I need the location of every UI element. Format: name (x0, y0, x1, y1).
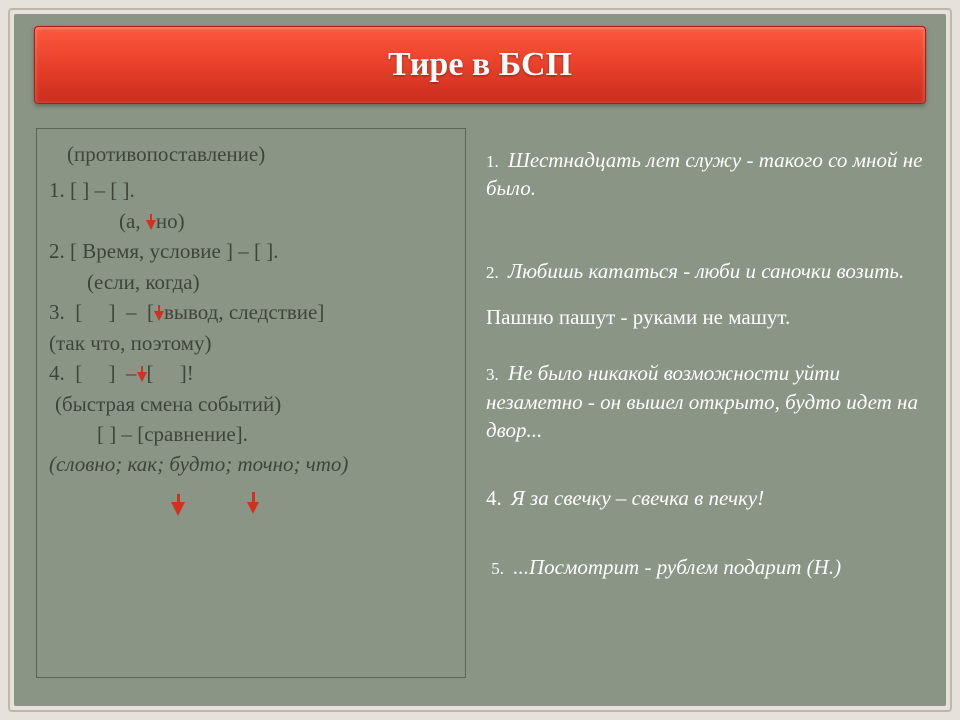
rule-4-sub: (быстрая смена событий) (49, 389, 453, 419)
example-4-text: Я за свечку – свечка в печку! (511, 486, 764, 510)
example-3-text: Не было никакой возможности уйти незамет… (486, 361, 918, 442)
title-bar: Тире в БСП (34, 26, 926, 104)
example-2b: Пашню пашут - руками не машут. (486, 303, 926, 331)
example-1-text: Шестнадцать лет служу - такого со мной н… (486, 148, 922, 200)
example-5-text: ...Посмотрит - рублем подарит (Н.) (513, 555, 841, 579)
arrow-icon (137, 372, 147, 382)
rules-column: (противопоставление) 1. [ ] – [ ]. (а, н… (36, 128, 466, 678)
example-5: 5. ...Посмотрит - рублем подарит (Н.) (486, 553, 926, 581)
slide-title: Тире в БСП (388, 46, 572, 84)
rule-3-sub: (так что, поэтому) (49, 328, 453, 358)
rule-1-sub: (а, но) (49, 206, 453, 236)
example-3: 3. Не было никакой возможности уйти неза… (486, 359, 926, 444)
slide-body: Тире в БСП (противопоставление) 1. [ ] –… (14, 14, 946, 706)
rule-5-sub: (словно; как; будто; точно; что) (49, 449, 453, 479)
arrow-down-icon (171, 502, 185, 516)
rule-1-text: 1. [ ] – [ ]. (49, 178, 135, 202)
arrow-row (49, 502, 453, 516)
rule-2: 2. [ Время, условие ] – [ ]. (49, 236, 453, 266)
rule-3: 3. [ ] – [вывод, следствие] (49, 297, 453, 327)
arrow-icon (146, 220, 156, 230)
example-3-num: 3. (486, 365, 499, 384)
example-1: 1. Шестнадцать лет служу - такого со мно… (486, 146, 926, 203)
arrow-down-icon (247, 502, 259, 514)
arrow-icon (154, 311, 164, 321)
example-2: 2. Любишь кататься - люби и саночки вози… (486, 257, 926, 285)
rule-2-sub: (если, когда) (49, 267, 453, 297)
example-2-num: 2. (486, 263, 499, 282)
example-4: 4. Я за свечку – свечка в печку! (486, 484, 926, 512)
example-4-num: 4. (486, 486, 502, 510)
example-1-num: 1. (486, 152, 499, 171)
rule-1: 1. [ ] – [ ]. (49, 175, 453, 205)
example-2-text: Любишь кататься - люби и саночки возить. (508, 259, 904, 283)
rule-4: 4. [ ] –[ ]! (49, 358, 453, 388)
contrast-label: (противопоставление) (49, 139, 453, 169)
content-area: (противопоставление) 1. [ ] – [ ]. (а, н… (14, 118, 946, 706)
rule-5: [ ] – [сравнение]. (49, 419, 453, 449)
example-5-num: 5. (491, 559, 504, 578)
examples-column: 1. Шестнадцать лет служу - такого со мно… (486, 146, 926, 581)
